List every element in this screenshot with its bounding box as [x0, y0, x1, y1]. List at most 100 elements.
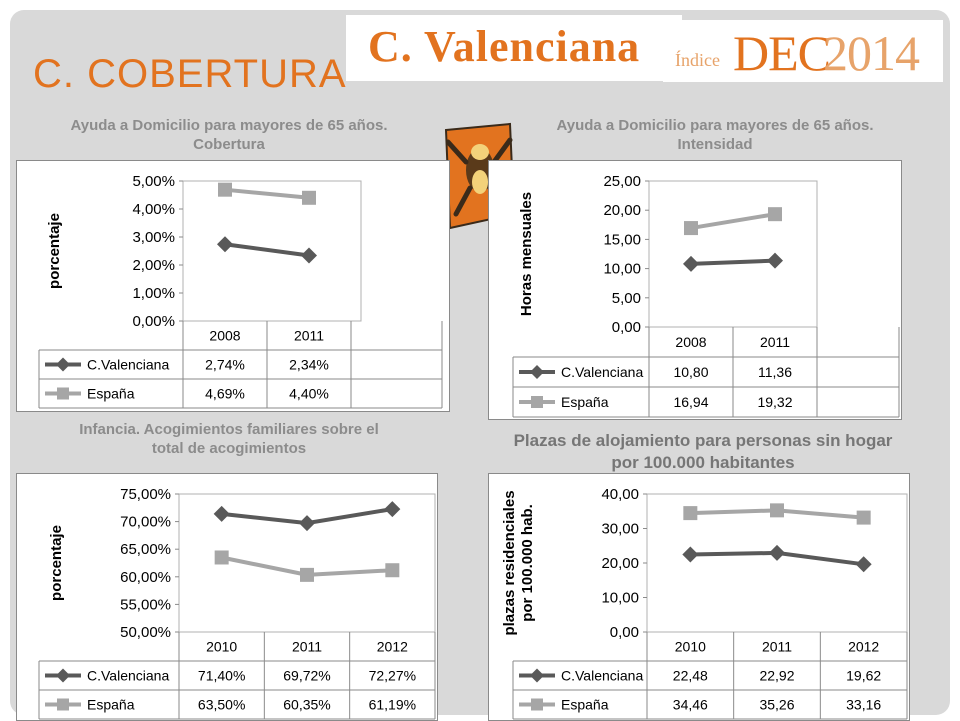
- c3-data-value-label: 63,50%: [198, 697, 245, 713]
- c1-y-tick-label: 0,00%: [132, 313, 175, 330]
- c2-y-axis-label: Horas mensuales: [518, 192, 535, 316]
- chart4-svg: 0,00 10,00 20,00 30,00 40,00 plazas residenci…: [501, 486, 908, 720]
- c1-legend-label: España: [87, 386, 135, 402]
- c4-data-point-es: [856, 510, 871, 525]
- c3-data-point-es: [214, 550, 229, 565]
- c4-data-point-cv: [769, 544, 785, 561]
- c2-data-value-label: 10,80: [673, 364, 708, 380]
- c2-legend-marker-cv: [530, 365, 544, 379]
- c1-data-point-cv: [301, 247, 317, 264]
- c4-data-point-cv: [855, 556, 872, 573]
- c4-y-tick-label: 40,00: [601, 486, 639, 503]
- c3-legend-label: C.Valenciana: [87, 668, 169, 684]
- c2-plot-area: [648, 180, 818, 328]
- c1-data-point-cv: [217, 236, 233, 253]
- c4-data-value-label: 33,16: [846, 697, 881, 713]
- c3-data-point-es: [300, 567, 314, 582]
- chart2-title-line2: Intensidad: [677, 136, 753, 153]
- c2-y-tick-label: 5,00: [612, 290, 641, 307]
- c4-data-point-es: [683, 506, 698, 521]
- logo-prefix: Índice: [675, 50, 720, 70]
- page-heading: C. COBERTURA: [33, 52, 347, 96]
- c4-y-tick-label: 20,00: [601, 555, 639, 572]
- c4-y-tick-label: 10,00: [601, 590, 639, 607]
- c3-data-value-label: 69,72%: [283, 668, 330, 684]
- c3-data-value-label: 71,40%: [198, 668, 245, 684]
- chart3-title-line1: Infancia. Acogimientos familiares sobre …: [79, 421, 379, 438]
- c4-data-value-label: 19,62: [846, 668, 881, 684]
- c4-y-tick-label: 0,00: [610, 624, 639, 641]
- c2-legend-label: España: [561, 394, 609, 410]
- chart3-svg: 50,00% 55,00% 60,00% 65,00% 70,00% 75,00% porc…: [38, 486, 436, 720]
- c2-data-point-cv: [683, 255, 699, 272]
- c2-legend-marker-es: [531, 396, 543, 408]
- c4-category-label: 2012: [848, 639, 879, 655]
- c1-data-point-es: [218, 182, 232, 197]
- c4-data-value-label: 22,48: [673, 668, 708, 684]
- c2-data-point-es: [768, 207, 782, 222]
- c1-data-point-es: [302, 190, 316, 205]
- c1-series-line-cv: [224, 242, 310, 258]
- c4-legend-marker-cv: [530, 668, 544, 683]
- c1-plot-area: [182, 180, 362, 322]
- chart1-title: Ayuda a Domicilio para mayores de 65 año…: [18, 116, 440, 154]
- c3-category-label: 2012: [377, 639, 408, 655]
- c1-category-label: 2008: [209, 328, 240, 344]
- c3-y-tick-label: 70,00%: [120, 514, 171, 531]
- c1-legend-marker-cv: [56, 357, 70, 372]
- c1-y-tick-label: 4,00%: [132, 201, 175, 218]
- c4-data-value-label: 22,92: [759, 668, 794, 684]
- c4-y-tick-label: 30,00: [601, 521, 639, 538]
- c2-legend-label: C.Valenciana: [561, 364, 643, 380]
- c2-y-tick-label: 25,00: [603, 173, 641, 190]
- c1-data-value-label: 2,74%: [205, 357, 245, 373]
- c4-legend-marker-es: [531, 698, 543, 711]
- c3-y-tick-label: 60,00%: [120, 569, 171, 586]
- chart3-panel: 50,00% 55,00% 60,00% 65,00% 70,00% 75,00% porc…: [16, 473, 438, 721]
- c4-y-axis-label: plazas residenciales: [501, 490, 518, 635]
- chart4-panel: 0,00 10,00 20,00 30,00 40,00 plazas residenci…: [488, 473, 910, 721]
- c1-y-tick-label: 5,00%: [132, 173, 175, 190]
- c3-category-label: 2010: [206, 639, 237, 655]
- chart4-title: Plazas de alojamiento para personas sin …: [450, 430, 956, 474]
- c1-y-tick-label: 2,00%: [132, 257, 175, 274]
- c3-data-value-label: 72,27%: [369, 668, 416, 684]
- indice-dec-logo: Índice DEC 2014: [663, 20, 943, 82]
- chart4-title-line1: Plazas de alojamiento para personas sin …: [513, 431, 893, 450]
- c3-y-tick-label: 65,00%: [120, 541, 171, 558]
- c2-data-value-label: 19,32: [757, 394, 792, 410]
- c4-category-label: 2011: [762, 639, 792, 655]
- chart4-title-line2: por 100.000 habitantes: [611, 453, 795, 472]
- chart3-title: Infancia. Acogimientos familiares sobre …: [18, 420, 440, 458]
- c4-data-point-cv: [682, 546, 699, 563]
- c4-data-value-label: 35,26: [759, 697, 794, 713]
- c2-series-line-es: [690, 212, 776, 231]
- region-title: C. Valenciana: [368, 22, 641, 71]
- c4-category-label: 2010: [675, 639, 706, 655]
- c1-y-tick-label: 3,00%: [132, 229, 175, 246]
- c3-y-tick-label: 75,00%: [120, 486, 171, 503]
- c2-data-point-cv: [767, 252, 783, 269]
- c1-data-value-label: 4,69%: [205, 386, 245, 402]
- c1-data-value-label: 4,40%: [289, 386, 329, 402]
- c2-y-tick-label: 20,00: [603, 202, 641, 219]
- region-title-banner: C. Valenciana: [346, 15, 682, 81]
- c1-category-label: 2011: [294, 328, 324, 344]
- c3-legend-marker-cv: [56, 668, 70, 683]
- chart2-title-line1: Ayuda a Domicilio para mayores de 65 año…: [556, 117, 874, 134]
- c2-y-tick-label: 15,00: [603, 231, 641, 248]
- chart1-panel: 0,00% 1,00% 2,00% 3,00% 4,00% 5,00% porcentaje…: [16, 160, 450, 412]
- chart2-panel: 0,00 5,00 10,00 15,00 20,00 25,00 Horas mensua…: [488, 160, 902, 420]
- chart3-title-line2: total de acogimientos: [151, 440, 307, 457]
- c1-data-value-label: 2,34%: [289, 357, 329, 373]
- c2-data-value-label: 16,94: [673, 394, 708, 410]
- c3-legend-marker-es: [57, 698, 69, 711]
- c2-series-line-cv: [690, 258, 776, 266]
- c3-data-value-label: 60,35%: [283, 697, 330, 713]
- c1-legend-marker-es: [57, 387, 69, 400]
- c3-plot-area: [178, 493, 436, 633]
- c1-y-tick-label: 1,00%: [132, 285, 175, 302]
- c3-data-point-cv: [384, 501, 401, 518]
- c1-legend-label: C.Valenciana: [87, 357, 169, 373]
- c4-data-value-label: 34,46: [673, 697, 708, 713]
